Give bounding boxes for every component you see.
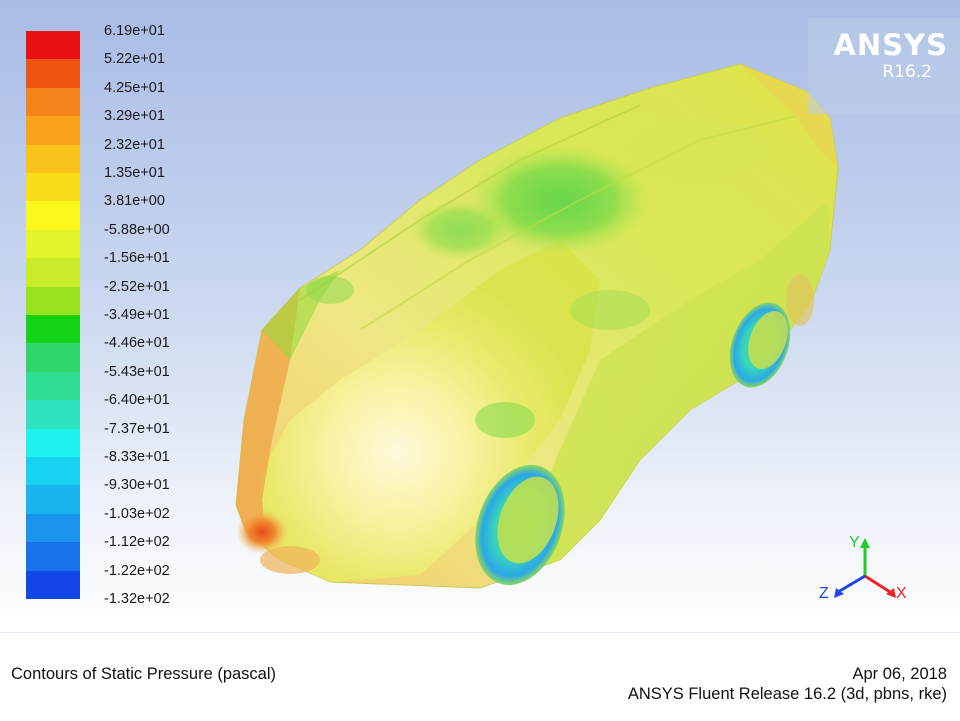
axis-triad[interactable]: Y Z X [810,530,920,610]
logo-name: ANSYS [833,28,948,62]
legend-value-label: 3.81e+00 [104,193,165,210]
legend-value-label: 2.32e+01 [104,136,165,153]
legend-color-cell [26,258,80,288]
legend-value-label: -3.49e+01 [104,307,170,323]
pressure-color-legend [26,31,80,600]
legend-value-label: -1.56e+01 [104,250,170,267]
legend-value-label: -8.33e+01 [104,449,170,465]
release-info: ANSYS Fluent Release 16.2 (3d, pbns, rke… [627,685,947,703]
car-pressure-contour-model [235,63,839,589]
legend-value-label: -9.30e+01 [104,477,170,494]
legend-value-label: -5.88e+00 [104,221,170,238]
legend-value-label: -2.52e+01 [104,278,170,295]
legend-value-label: 5.22e+01 [104,51,165,68]
plot-date: Apr 06, 2018 [852,665,948,683]
legend-value-label: 3.29e+01 [104,108,165,125]
legend-color-cell [26,116,80,146]
legend-color-cell [26,542,80,572]
axis-triad-graphic [834,538,896,598]
legend-value-label: -1.32e+02 [104,591,170,607]
legend-color-cell [26,343,80,373]
legend-color-cell [26,229,80,259]
legend-color-cell [26,144,80,174]
legend-color-cell [26,87,80,117]
z-axis-label: Z [819,585,829,602]
graphics-viewport[interactable]: 6.19e+01 5.22e+01 4.25e+01 3.29e+01 2.32e+01… [0,0,960,632]
legend-value-label: -1.12e+02 [104,534,170,551]
legend-value-label: 6.19e+01 [104,23,165,39]
legend-value-label: 4.25e+01 [104,79,165,96]
legend-color-cell [26,59,80,89]
legend-value-label: -4.46e+01 [104,335,170,352]
legend-color-cell [26,570,80,600]
legend-color-cell [26,371,80,401]
legend-value-label: -7.37e+01 [104,420,170,437]
legend-color-cell [26,31,80,60]
legend-color-cell [26,485,80,515]
legend-color-cell [26,201,80,231]
legend-value-label: -5.43e+01 [104,363,170,380]
x-axis-label: X [896,585,907,602]
ansys-logo: ANSYS R16.2 [808,18,960,114]
legend-color-cell [26,457,80,486]
legend-color-cell [26,400,80,430]
status-footer: Contours of Static Pressure (pascal) Apr… [0,632,960,721]
plot-title: Contours of Static Pressure (pascal) [11,665,277,683]
legend-value-label: -6.40e+01 [104,392,170,409]
legend-color-cell [26,286,80,316]
legend-color-cell [26,173,80,202]
legend-color-cell [26,428,80,458]
legend-value-label: -1.22e+02 [104,562,170,579]
legend-color-cell [26,513,80,543]
legend-value-label: 1.35e+01 [104,165,165,181]
legend-color-cell [26,315,80,344]
legend-value-label: -1.03e+02 [104,505,170,522]
y-axis-label: Y [849,534,860,551]
logo-version: R16.2 [882,62,932,82]
